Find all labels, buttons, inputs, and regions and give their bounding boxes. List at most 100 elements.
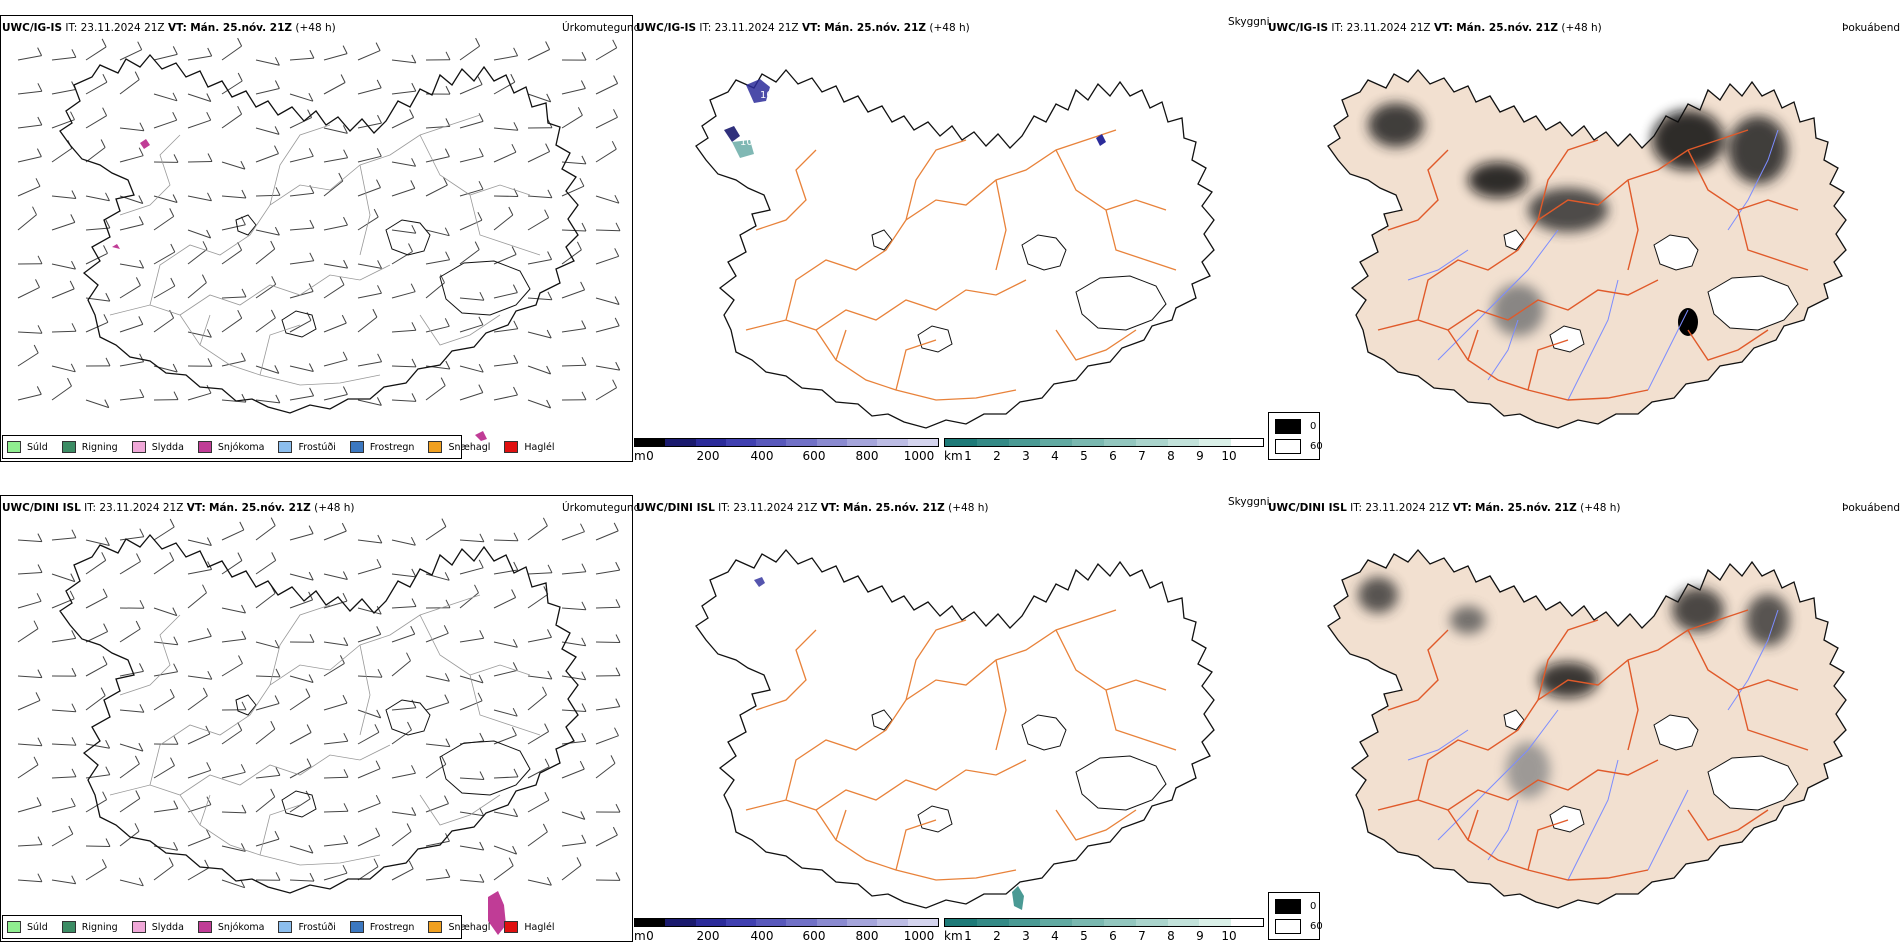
visibility-colorbar-bottom: km 1 2 3 4 5 6 7 8 9 10 <box>944 918 1264 943</box>
wind-barb-flag <box>173 841 179 851</box>
wind-barb <box>391 606 417 609</box>
wind-barb-flag <box>478 180 484 190</box>
wind-barb <box>255 774 280 779</box>
wind-barb <box>85 46 107 61</box>
wind-barb <box>391 291 416 299</box>
wind-barb-flag <box>102 73 108 83</box>
wind-barb-flag <box>615 667 621 676</box>
tick-label: 7 <box>1138 449 1146 463</box>
wind-barb <box>51 288 75 299</box>
wind-barb-flag <box>343 637 349 646</box>
wind-barb-flag <box>580 523 585 532</box>
tick-label: 800 <box>855 929 879 943</box>
precip-panel-top <box>0 15 633 462</box>
wind-barb <box>595 834 618 847</box>
wind-barb <box>595 641 621 643</box>
wind-barb-flag <box>545 143 551 152</box>
wind-barb-flag <box>610 755 616 764</box>
wind-barb-flag <box>442 176 448 186</box>
wind-barb-flag <box>342 571 348 580</box>
wind-barb <box>119 79 140 95</box>
wind-barb <box>85 81 108 95</box>
wind-barb <box>595 229 621 232</box>
wind-barb-flag <box>512 662 518 671</box>
wind-barb-flag <box>274 830 280 840</box>
wind-barb <box>51 263 76 270</box>
wind-barb-flag <box>445 833 450 842</box>
wind-barb-flag <box>237 105 243 115</box>
wind-barb-flag <box>443 625 449 634</box>
wind-barb-flag <box>309 219 315 229</box>
wind-barb <box>357 539 382 544</box>
tick-label: 5 <box>1080 449 1088 463</box>
wind-barb <box>493 539 519 542</box>
wind-barb-flag <box>408 243 413 252</box>
wind-barb-flag <box>139 122 145 131</box>
wind-barb-flag <box>308 571 314 581</box>
wind-barb <box>221 296 247 299</box>
wind-barb <box>51 385 72 401</box>
wind-barb <box>561 865 582 881</box>
wind-barb <box>527 879 552 886</box>
wind-barb-flag <box>513 768 519 778</box>
wind-barb-flag <box>37 533 43 542</box>
wind-barb <box>561 675 586 681</box>
cloudbase-colorbar-top: m 0 200 400 600 800 1000 <box>634 438 939 463</box>
wind-barb-flag <box>138 742 144 752</box>
wind-barb-flag <box>577 107 583 116</box>
wind-barb <box>527 151 550 163</box>
wind-barb-flag <box>36 148 42 157</box>
wind-barb-flag <box>240 764 246 773</box>
wind-barb-flag <box>105 357 111 367</box>
wind-barb-flag <box>168 857 174 866</box>
wind-barb <box>289 879 315 882</box>
wind-barb <box>51 330 77 333</box>
wind-barb-flag <box>102 107 108 116</box>
wind-barb <box>153 93 178 102</box>
wind-barb-flag <box>478 559 484 569</box>
wind-barb <box>459 879 484 883</box>
wind-barb-flag <box>241 288 247 298</box>
tick-label: 3 <box>1022 449 1030 463</box>
wind-barb-flag <box>547 670 553 680</box>
wind-barb-flag <box>70 573 76 582</box>
wind-barb-flag <box>275 872 281 881</box>
wind-barb-flag <box>445 85 451 95</box>
wind-barb <box>493 328 518 333</box>
wind-barb-flag <box>479 873 485 883</box>
wind-barb-flag <box>580 281 586 291</box>
wind-barb <box>561 364 587 367</box>
wind-barb <box>323 359 348 367</box>
wind-barb <box>119 763 140 779</box>
wind-barb-flag <box>36 593 42 602</box>
wind-barb <box>255 365 279 374</box>
wind-barb <box>459 188 484 197</box>
wind-barb-flag <box>33 620 39 629</box>
wind-barb-flag <box>71 49 77 58</box>
wind-barb <box>357 835 380 847</box>
wind-barb-flag <box>342 592 348 602</box>
wind-barb <box>187 229 211 239</box>
wind-barb <box>425 259 450 265</box>
wind-barb-flag <box>105 192 110 202</box>
wind-barb <box>459 567 484 575</box>
wind-barb <box>289 227 314 231</box>
wind-barb-flag <box>479 291 485 301</box>
wind-barb <box>425 675 450 682</box>
wind-barb-flag <box>275 767 281 776</box>
wind-barb <box>17 600 42 609</box>
wind-barb-flag <box>544 723 550 732</box>
wind-barb-flag <box>239 521 245 531</box>
wind-barb <box>357 87 382 95</box>
wind-barb <box>595 706 620 711</box>
wind-barb-flag <box>71 667 77 677</box>
wind-barb <box>221 529 245 541</box>
wind-barb <box>153 765 175 779</box>
wind-barb-flag <box>206 762 212 771</box>
wind-barb-flag <box>71 323 77 332</box>
wind-barb <box>221 845 246 852</box>
legend-item: Haglél <box>504 921 555 933</box>
legend-item: Frostúði <box>278 921 336 933</box>
wind-barb-flag <box>37 83 43 92</box>
wind-barb-flag <box>479 771 485 780</box>
